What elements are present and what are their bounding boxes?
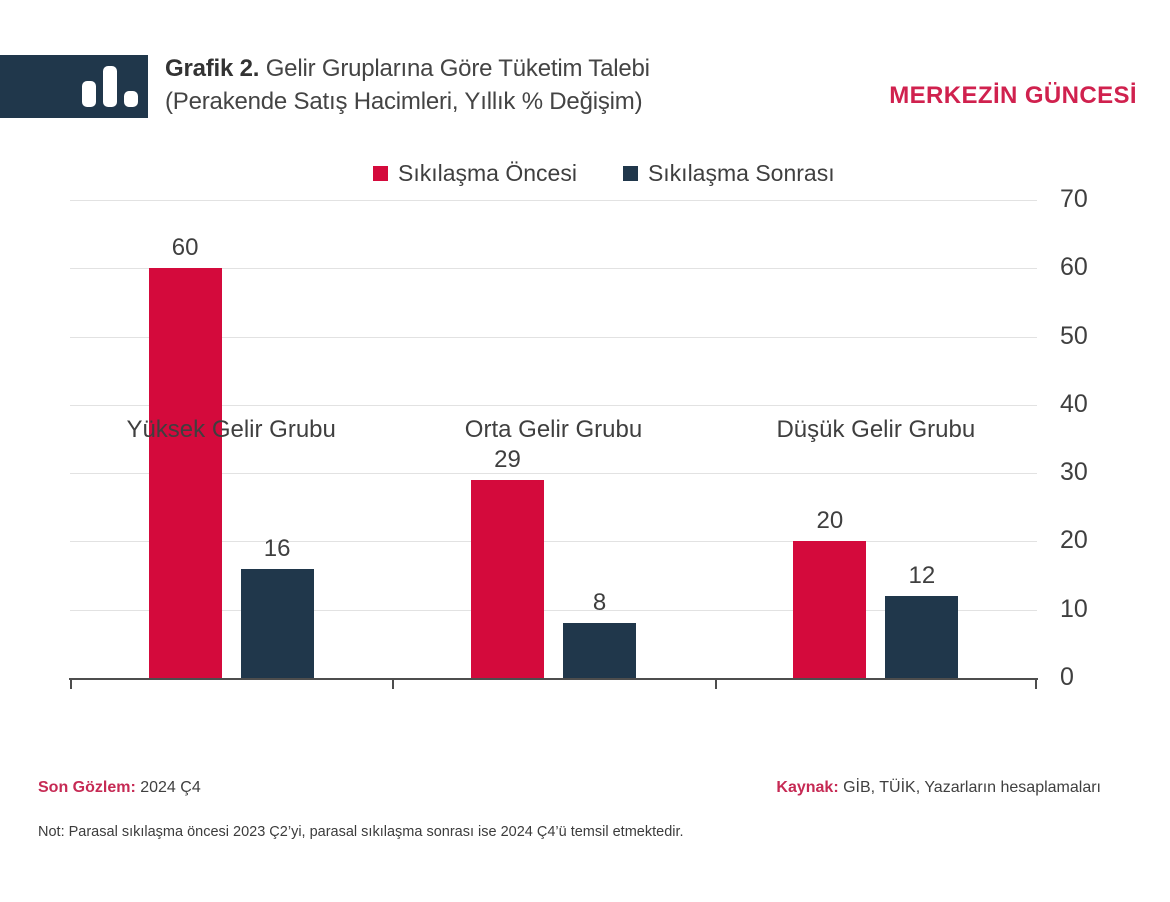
y-tick-label: 70 xyxy=(1060,185,1088,213)
grid-line xyxy=(70,200,1037,201)
axis-tick xyxy=(70,679,72,689)
observation-value: 2024 Ç4 xyxy=(140,779,201,796)
grid-line xyxy=(70,404,1037,406)
bar-value-label: 29 xyxy=(494,445,521,473)
legend-swatch xyxy=(622,166,638,181)
observation-label: Son Gözlem: xyxy=(38,779,136,796)
note: Not: Parasal sıkılaşma öncesi 2023 Ç2’yi… xyxy=(38,824,684,840)
legend-item: Sıkılaşma Öncesi xyxy=(373,160,577,187)
bar xyxy=(563,623,636,678)
bar xyxy=(471,479,544,678)
axis-tick xyxy=(714,679,717,689)
grid-line xyxy=(70,541,1037,543)
y-tick-label: 10 xyxy=(1060,594,1088,623)
grid-line xyxy=(70,609,1037,611)
bar-value-label: 12 xyxy=(908,562,936,590)
x-axis-line xyxy=(69,678,1038,680)
legend-item: Sıkılaşma Sonrası xyxy=(622,160,835,187)
observation-line: Son Gözlem: 2024 Ç4 xyxy=(38,779,201,797)
bar-value-label: 16 xyxy=(263,534,291,562)
title-prefix: Grafik 2. xyxy=(165,55,260,82)
grid-line xyxy=(70,268,1037,270)
bar xyxy=(885,596,959,678)
y-tick-label: 20 xyxy=(1060,526,1088,555)
y-tick-label: 60 xyxy=(1060,253,1088,282)
page-title: Grafik 2. Gelir Gruplarına Göre Tüketim … xyxy=(165,52,650,118)
legend: Sıkılaşma Öncesi Sıkılaşma Sonrası xyxy=(373,160,835,187)
plot-area: 60 16 Yüksek Gelir Grubu 29 8 Orta Gelir Grub… xyxy=(69,185,1088,691)
category-label: Orta Gelir Grubu xyxy=(464,416,643,443)
y-tick-label: 0 xyxy=(1060,663,1074,691)
axis-tick xyxy=(1035,679,1037,689)
category-label: Düşük Gelir Grubu xyxy=(776,416,976,443)
logo xyxy=(0,55,148,118)
bar xyxy=(240,568,314,678)
bar xyxy=(793,541,867,678)
legend-label: Sıkılaşma Öncesi xyxy=(398,160,577,186)
source-line: Kaynak: GİB, TÜİK, Yazarların hesaplamal… xyxy=(776,779,1101,797)
grid-line xyxy=(70,336,1037,338)
title-line1: Grafik 2. Gelir Gruplarına Göre Tüketim … xyxy=(165,52,650,85)
y-tick-label: 50 xyxy=(1060,321,1088,350)
y-tick-label: 40 xyxy=(1060,389,1088,418)
bar-value-label: 8 xyxy=(592,589,607,617)
bar xyxy=(148,268,222,678)
legend-swatch xyxy=(373,166,388,181)
axis-tick xyxy=(392,679,395,689)
title-rest: Gelir Gruplarına Göre Tüketim Talebi xyxy=(259,55,650,82)
title-line2: (Perakende Satış Hacimleri, Yıllık % Değ… xyxy=(165,88,643,115)
source-value: GİB, TÜİK, Yazarların hesaplamaları xyxy=(843,779,1101,796)
grid-line xyxy=(70,473,1037,475)
bar-value-label: 20 xyxy=(816,507,844,535)
bar-value-label: 60 xyxy=(171,234,199,262)
brand-logo: MERKEZİN GÜNCESİ xyxy=(889,82,1137,109)
bar-chart-icon xyxy=(82,66,139,107)
source-label: Kaynak: xyxy=(776,779,839,796)
y-tick-label: 30 xyxy=(1060,458,1088,487)
category-label: Yüksek Gelir Grubu xyxy=(126,416,336,443)
legend-label: Sıkılaşma Sonrası xyxy=(647,160,835,186)
